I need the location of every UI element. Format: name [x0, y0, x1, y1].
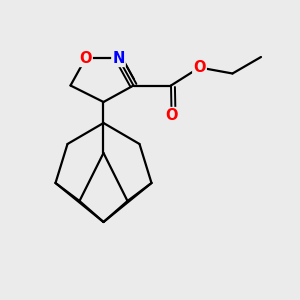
Text: O: O [193, 60, 206, 75]
Text: N: N [112, 51, 125, 66]
Text: O: O [79, 51, 92, 66]
Text: O: O [165, 108, 178, 123]
